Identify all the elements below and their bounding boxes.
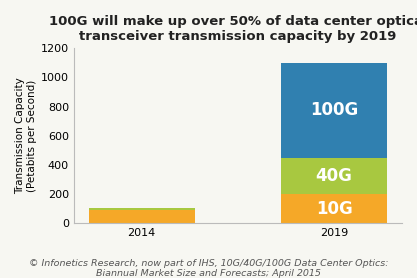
Bar [281,194,387,223]
Text: 40G: 40G [316,167,353,185]
Bar [89,208,195,210]
Text: 10G: 10G [316,200,352,218]
Text: 100G: 100G [310,101,358,119]
Title: 100G will make up over 50% of data center optical
transceiver transmission capac: 100G will make up over 50% of data cente… [48,15,417,43]
Bar [281,158,387,194]
Bar [89,210,195,223]
Bar [281,63,387,158]
Text: © Infonetics Research, now part of IHS, 10G/40G/100G Data Center Optics:
Biannua: © Infonetics Research, now part of IHS, … [29,259,388,278]
Y-axis label: Transmission Capacity
(Petabits per Second): Transmission Capacity (Petabits per Seco… [15,77,37,194]
